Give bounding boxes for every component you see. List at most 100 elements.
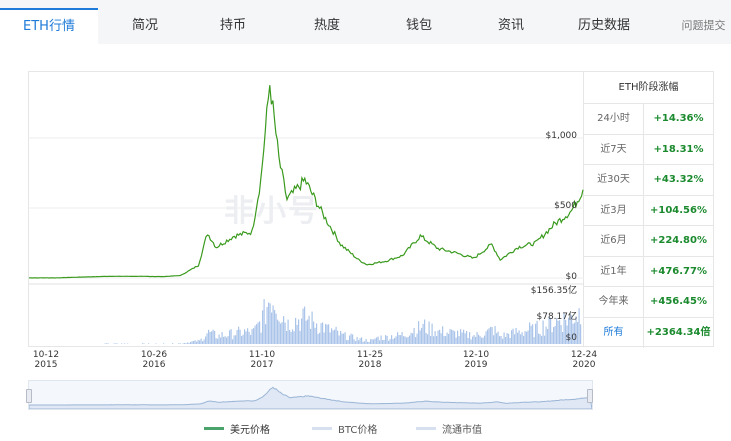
volume-bar [256, 324, 258, 344]
stat-row-7d: 近7天 +18.31% [584, 134, 713, 165]
tab-eth-market[interactable]: ETH行情 [0, 8, 98, 44]
range-handle-left[interactable] [26, 389, 32, 403]
stat-label: 近6月 [584, 226, 644, 256]
volume-bar [502, 338, 504, 344]
x-label-year: 2020 [572, 360, 596, 370]
volume-bar [275, 313, 277, 344]
volume-bar [401, 332, 403, 344]
volume-bar [211, 331, 213, 344]
tab-holdings[interactable]: 持币 [219, 18, 246, 33]
volume-bar [142, 343, 144, 344]
volume-bar [500, 336, 502, 344]
tab-submit-issue[interactable]: 问题提交 [681, 19, 726, 32]
stat-row-24h: 24小时 +14.36% [584, 104, 713, 135]
volume-bar [296, 324, 298, 344]
stat-value: +456.45% [650, 296, 707, 307]
x-label-2016: 10-26 2016 [134, 350, 174, 370]
volume-bar [554, 325, 556, 344]
volume-bar [358, 340, 360, 344]
volume-bar [115, 343, 117, 344]
volume-bar [178, 343, 180, 344]
volume-bar [472, 336, 474, 344]
volume-bar [295, 317, 297, 344]
stat-row-3m: 近3月 +104.56% [584, 195, 713, 226]
volume-bar [457, 330, 459, 344]
volume-bar [412, 333, 414, 344]
volume-bar [407, 336, 409, 344]
volume-bar [455, 337, 457, 344]
volume-bar [334, 329, 336, 344]
volume-bar [524, 331, 526, 344]
volume-bar [289, 330, 291, 344]
volume-bar [277, 319, 279, 344]
volume-bar [517, 332, 519, 344]
legend-usd-label: 美元价格 [230, 424, 270, 436]
stat-row-all[interactable]: 所有 +2364.34倍 [584, 317, 713, 348]
volume-bar [124, 343, 126, 344]
tab-wallet[interactable]: 钱包 [405, 18, 432, 33]
tab-news[interactable]: 资讯 [497, 18, 524, 33]
volume-bar [290, 332, 292, 344]
navigator-area [29, 386, 592, 409]
volume-bar [469, 332, 471, 344]
legend-market-cap-swatch [416, 426, 436, 430]
volume-bar [215, 338, 217, 344]
volume-bar [284, 322, 286, 344]
volume-bar [242, 334, 244, 344]
volume-bar [226, 337, 228, 344]
volume-bar [542, 320, 544, 344]
volume-bar [551, 332, 553, 344]
volume-bar [460, 329, 462, 344]
volume-bar [347, 339, 349, 344]
volume-bar [220, 337, 222, 344]
stat-row-1y: 近1年 +476.77% [584, 256, 713, 287]
legend-market-cap[interactable]: 流通市值 [416, 420, 482, 436]
volume-bar [563, 312, 565, 344]
range-navigator[interactable] [26, 380, 593, 410]
volume-bar [466, 331, 468, 344]
volume-bar [451, 329, 453, 344]
volume-bar [388, 340, 390, 344]
volume-bar [350, 333, 352, 344]
volume-bar [298, 319, 300, 344]
volume-bar [217, 338, 219, 344]
volume-bar [547, 329, 549, 344]
volume-bar [553, 327, 555, 344]
x-label-2020: 12-24 2020 [564, 350, 604, 370]
tab-overview[interactable]: 简况 [131, 18, 158, 33]
volume-bar [487, 329, 489, 344]
volume-bar [403, 336, 405, 344]
volume-bar [241, 336, 243, 344]
volume-bar [361, 337, 363, 344]
volume-bar [556, 318, 558, 344]
volume-bar [278, 321, 280, 344]
x-label-day: 11-25 [356, 350, 384, 360]
stat-value: +2364.34倍 [646, 326, 711, 338]
volume-bar [434, 331, 436, 344]
range-handle-right[interactable] [587, 389, 593, 403]
volume-bar [328, 324, 330, 344]
volume-bar [541, 335, 543, 344]
volume-bar [440, 333, 442, 344]
tab-history-data[interactable]: 历史数据 [577, 18, 630, 33]
volume-bar [530, 325, 532, 344]
tab-bar: ETH行情 简况 持币 热度 钱包 资讯 历史数据 问题提交 [0, 0, 731, 44]
volume-bar [247, 328, 249, 344]
price-chart[interactable]: $1,000 $500 $0 $156.35亿 $78.17亿 $0 [28, 71, 585, 347]
volume-bar [340, 331, 342, 344]
volume-bar [406, 337, 408, 344]
volume-bar [352, 334, 354, 344]
tab-heat[interactable]: 热度 [313, 18, 340, 33]
legend-usd[interactable]: 美元价格 [204, 420, 270, 436]
volume-bar [491, 327, 493, 344]
volume-bar [349, 335, 351, 344]
volume-bar [565, 319, 567, 344]
volume-bar [467, 338, 469, 344]
volume-bar [557, 320, 559, 344]
volume-bar [199, 340, 201, 344]
stat-label-all-link[interactable]: 所有 [584, 317, 644, 348]
volume-bar [212, 329, 214, 344]
stat-label: 近7天 [584, 134, 644, 164]
legend-btc[interactable]: BTC价格 [312, 420, 377, 436]
volume-bar [172, 343, 174, 344]
